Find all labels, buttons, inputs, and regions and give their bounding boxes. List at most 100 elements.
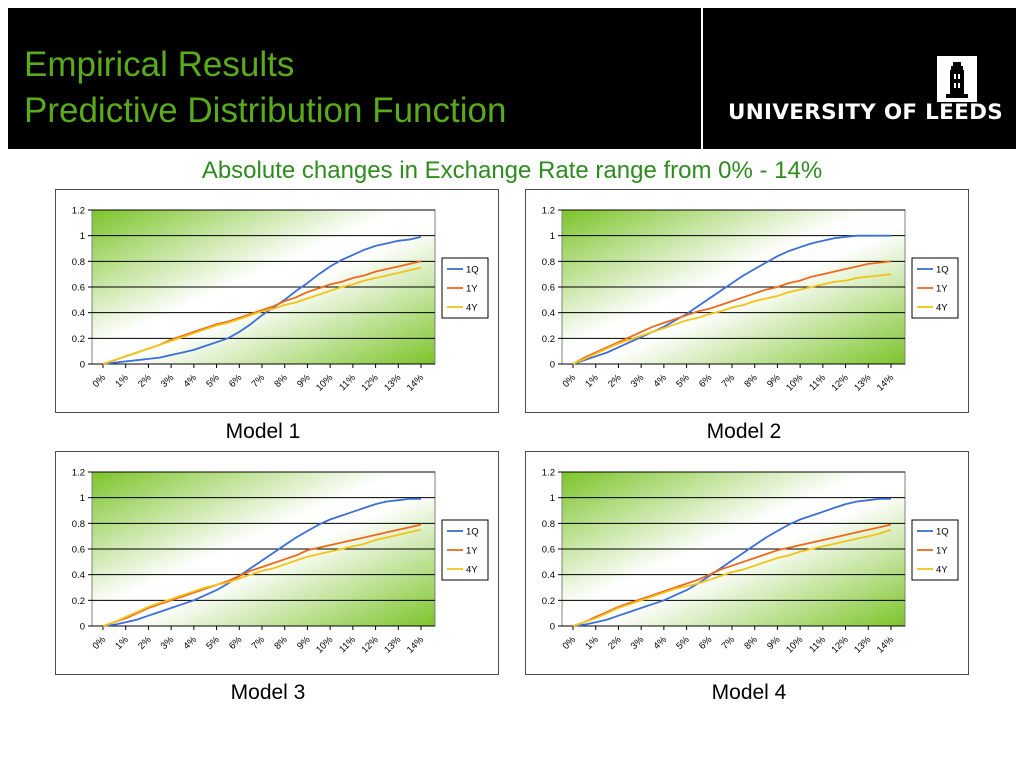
chart-panel-model-2: 0 0.2 0.4 0.6 0.8 1 1.2 0% 1% 2% 3% 4% 5% 6% 7% 8% 9% 10%…	[525, 189, 969, 413]
legend-label-4Y: 4Y	[936, 303, 948, 314]
line-chart-model-2: 0 0.2 0.4 0.6 0.8 1 1.2 0% 1% 2% 3% 4% 5% 6% 7% 8% 9% 10%…	[542, 206, 959, 394]
x-tick-label: 5%	[204, 372, 222, 390]
x-tick-label: 4%	[651, 372, 669, 390]
tower-icon	[937, 56, 977, 102]
x-tick-label: 7%	[720, 372, 738, 390]
caption-model-4: Model 4	[711, 681, 787, 704]
x-tick-label: 3%	[159, 634, 177, 652]
y-tick-label: 0.6	[72, 545, 85, 556]
legend-label-1Q: 1Q	[936, 265, 949, 276]
university-name: UNIVERSITY OF LEEDS	[728, 100, 1004, 125]
chart-panel-model-4: 0 0.2 0.4 0.6 0.8 1 1.2 0% 1% 2% 3% 4% 5% 6% 7% 8% 9% 10%…	[525, 451, 969, 675]
x-tick-label: 2%	[136, 634, 154, 652]
y-tick-label: 0.8	[72, 257, 85, 268]
y-tick-label: 1	[550, 493, 555, 504]
y-tick-label: 0	[550, 360, 555, 371]
x-tick-label: 7%	[250, 372, 268, 390]
legend-label-1Q: 1Q	[466, 265, 479, 276]
x-tick-label: 10%	[314, 634, 336, 656]
header-divider	[701, 8, 703, 149]
y-tick-label: 1	[80, 231, 85, 242]
y-tick-label: 1	[550, 231, 555, 242]
y-tick-label: 0.6	[542, 283, 555, 294]
y-tick-label: 0.8	[542, 519, 555, 530]
x-tick-label: 1%	[583, 372, 601, 390]
y-tick-label: 1.2	[72, 206, 85, 217]
x-tick-label: 13%	[852, 634, 874, 656]
x-tick-label: 12%	[359, 634, 381, 656]
x-tick-label: 1%	[113, 634, 131, 652]
y-tick-label: 0.6	[542, 545, 555, 556]
y-tick-label: 0.6	[72, 283, 85, 294]
x-tick-label: 14%	[875, 634, 897, 656]
x-tick-label: 8%	[742, 372, 760, 390]
series-line-1Y	[572, 260, 892, 365]
series-line-4Y	[572, 528, 892, 627]
legend-label-1Y: 1Y	[466, 284, 478, 295]
y-tick-label: 0.4	[72, 570, 85, 581]
x-tick-label: 3%	[629, 372, 647, 390]
x-tick-label: 4%	[651, 634, 669, 652]
x-tick-label: 8%	[272, 372, 290, 390]
x-tick-label: 10%	[784, 634, 806, 656]
x-tick-label: 11%	[807, 634, 828, 655]
x-tick-label: 13%	[382, 634, 404, 656]
x-tick-label: 0%	[561, 634, 579, 652]
legend-label-1Q: 1Q	[466, 527, 479, 538]
x-tick-label: 6%	[697, 372, 715, 390]
x-tick-label: 0%	[91, 634, 109, 652]
x-tick-label: 3%	[629, 634, 647, 652]
caption-model-1: Model 1	[225, 420, 301, 443]
x-tick-label: 0%	[561, 372, 579, 390]
x-tick-label: 10%	[784, 372, 806, 394]
header-banner: Empirical Results Predictive Distributio…	[8, 8, 1016, 149]
y-tick-label: 1.2	[72, 468, 85, 479]
y-tick-label: 0.8	[72, 519, 85, 530]
series-line-1Q	[102, 498, 421, 627]
legend-label-4Y: 4Y	[466, 565, 478, 576]
series-line-4Y	[102, 266, 422, 365]
series-line-1Q	[102, 236, 422, 365]
x-tick-label: 5%	[674, 372, 692, 390]
x-tick-label: 11%	[807, 372, 828, 393]
x-tick-label: 6%	[697, 634, 715, 652]
y-tick-label: 0.2	[72, 596, 85, 607]
legend-label-1Q: 1Q	[936, 527, 949, 538]
series-line-1Q	[572, 498, 891, 627]
y-tick-label: 0.2	[72, 334, 85, 345]
x-tick-label: 4%	[181, 634, 199, 652]
y-tick-label: 0	[80, 360, 85, 371]
line-chart-model-3: 0 0.2 0.4 0.6 0.8 1 1.2 0% 1% 2% 3% 4% 5% 6% 7% 8% 9% 10%…	[72, 468, 489, 656]
series-line-1Y	[572, 523, 892, 627]
caption-model-2: Model 2	[706, 420, 782, 443]
y-tick-label: 0.4	[542, 308, 555, 319]
line-chart-model-1: 0 0.2 0.4 0.6 0.8 1 1.2 0% 1% 2% 3% 4% 5% 6% 7% 8% 9% 10%…	[72, 206, 489, 394]
x-tick-label: 2%	[606, 634, 624, 652]
x-tick-label: 2%	[136, 372, 154, 390]
y-tick-label: 1.2	[542, 468, 555, 479]
x-tick-label: 6%	[227, 634, 245, 652]
x-tick-label: 8%	[742, 634, 760, 652]
x-tick-label: 5%	[204, 634, 222, 652]
y-tick-label: 0.2	[542, 334, 555, 345]
x-tick-label: 12%	[359, 372, 381, 394]
x-tick-label: 1%	[583, 634, 601, 652]
x-tick-label: 14%	[875, 372, 897, 394]
x-tick-label: 11%	[337, 372, 358, 393]
x-tick-label: 13%	[852, 372, 874, 394]
x-tick-label: 12%	[829, 634, 851, 656]
series-line-1Q	[572, 234, 891, 365]
y-tick-label: 0	[80, 622, 85, 633]
line-chart-model-4: 0 0.2 0.4 0.6 0.8 1 1.2 0% 1% 2% 3% 4% 5% 6% 7% 8% 9% 10%…	[542, 468, 959, 656]
y-tick-label: 1	[80, 493, 85, 504]
series-line-4Y	[102, 528, 422, 627]
x-tick-label: 11%	[337, 634, 358, 655]
x-tick-label: 2%	[606, 372, 624, 390]
x-tick-label: 5%	[674, 634, 692, 652]
x-tick-label: 12%	[829, 372, 851, 394]
x-tick-label: 9%	[295, 372, 313, 390]
x-tick-label: 3%	[159, 372, 177, 390]
legend-label-1Y: 1Y	[936, 284, 948, 295]
legend-label-1Y: 1Y	[466, 546, 478, 557]
chart-panel-model-1: 0 0.2 0.4 0.6 0.8 1 1.2 0% 1% 2% 3% 4% 5% 6% 7% 8% 9% 10%…	[55, 189, 499, 413]
